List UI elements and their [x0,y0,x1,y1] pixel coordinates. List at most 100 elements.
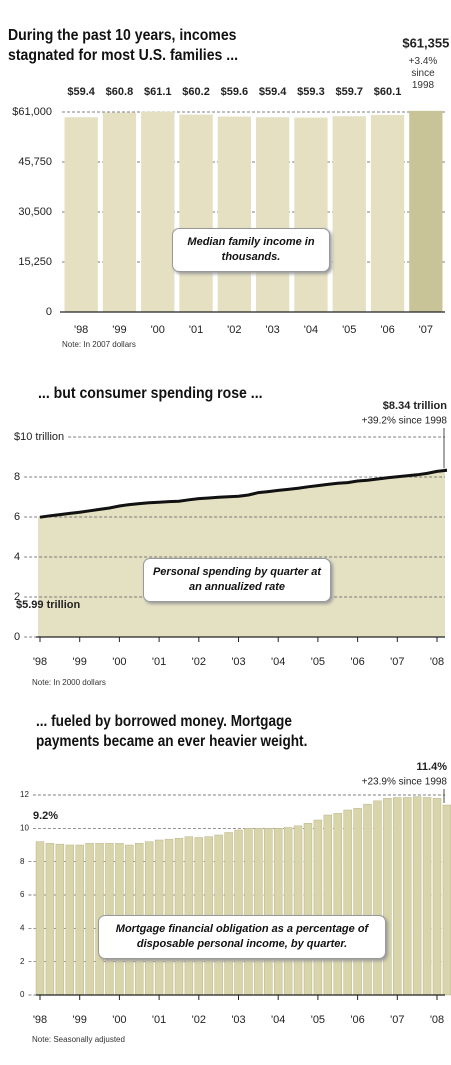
x-tick-label: '02 [227,324,241,336]
x-tick-label: '07 [390,1014,404,1026]
bar [273,828,283,996]
y-tick-label: 45,750 [18,156,52,168]
change-label: +3.4% since 1998 [408,56,438,91]
bar [393,797,402,996]
x-tick-label: '01 [152,1014,166,1026]
y-tick-label: 6 [20,890,25,899]
x-tick-label: '01 [152,656,166,668]
x-tick-label: '05 [342,324,356,336]
bar [422,797,432,996]
x-tick-label: '07 [419,324,433,336]
change-label: +23.9% since 1998 [362,777,448,788]
note: Note: In 2007 dollars [62,340,136,349]
x-tick-label: '99 [73,1014,87,1026]
x-tick-label: '08 [430,1014,444,1026]
value-label: $59.4 [67,86,95,98]
x-tick-label: '04 [271,1014,285,1026]
y-tick-label: 2 [14,591,20,603]
x-tick-label: '98 [33,1014,47,1026]
x-tick-label: '03 [265,324,279,336]
bar [264,828,273,996]
bar [179,114,213,312]
value-label: $5.99 trillion [16,599,80,611]
annotation-box: Personal spending by quarter at an annua… [143,558,331,602]
x-tick-label: '99 [73,656,87,668]
value-label: $60.8 [106,86,134,98]
y-tick-label: 6 [14,511,20,523]
x-tick-label: '06 [350,1014,364,1026]
y-tick-label: 4 [20,923,25,932]
bar [85,843,94,996]
area [38,470,447,637]
line [39,468,448,519]
bar [102,112,137,313]
bar [353,808,362,996]
bar [403,797,412,996]
x-tick-label: '98 [74,324,88,336]
bar [283,827,293,996]
chart-title: ... fueled by borrowed money. Mortgage p… [36,713,308,750]
x-tick-label: '98 [33,656,47,668]
value-label: $59.6 [221,86,249,98]
bar [303,823,313,996]
x-tick-label: '06 [380,324,394,336]
value-label: 11.4% [416,761,447,773]
bar [45,843,55,996]
value-label: $61,355 [402,35,449,50]
x-tick-label: '07 [390,656,404,668]
note: Note: In 2000 dollars [32,678,106,687]
bar [373,800,382,996]
bar [55,843,65,996]
bar [332,116,366,312]
bar [370,114,405,312]
bar [224,832,233,996]
value-label: $8.34 trillion [383,400,447,412]
x-tick-label: '05 [311,1014,325,1026]
value-label: $59.7 [335,86,363,98]
bar [65,844,74,996]
y-tick-label: 15,250 [18,256,52,268]
value-label: 9.2% [33,810,58,822]
x-tick-label: '00 [151,324,165,336]
note: Note: Seasonally adjusted [32,1035,125,1044]
bar [254,828,263,996]
bar [409,110,443,313]
x-tick-label: '01 [189,324,203,336]
x-tick-label: '08 [430,656,444,668]
bar [313,819,323,996]
chart-title: During the past 10 years, incomes stagna… [8,27,239,64]
chart-title: ... but consumer spending rose ... [38,385,263,402]
y-tick-label: 0 [14,631,20,643]
bar [244,828,253,996]
bar [35,841,45,996]
value-label: $60.2 [182,86,210,98]
y-tick-label: 4 [14,551,20,563]
y-tick-label: 8 [14,471,20,483]
bar [323,814,333,996]
y-tick-label: 2 [20,957,25,966]
value-label: $60.1 [374,86,402,98]
bar [217,116,251,312]
y-tick-label: 10 [20,823,29,832]
bar [343,809,352,996]
x-tick-label: '02 [192,1014,206,1026]
change-label: +39.2% since 1998 [362,416,448,427]
value-label: $61.1 [144,86,172,98]
bar [141,111,175,312]
x-tick-label: '00 [112,656,126,668]
bar [383,798,392,996]
bar [256,117,290,312]
annotation-box: Mortgage financial obligation as a perce… [98,915,386,959]
x-tick-label: '99 [112,324,126,336]
bar [432,798,442,996]
y-tick-label: 8 [20,857,25,866]
bar [75,844,84,996]
annotation-box: Median family income in thousands. [172,228,330,272]
x-tick-label: '04 [304,324,318,336]
bar [64,117,98,312]
bar [234,829,243,996]
bar [412,796,422,996]
bar [293,825,303,996]
